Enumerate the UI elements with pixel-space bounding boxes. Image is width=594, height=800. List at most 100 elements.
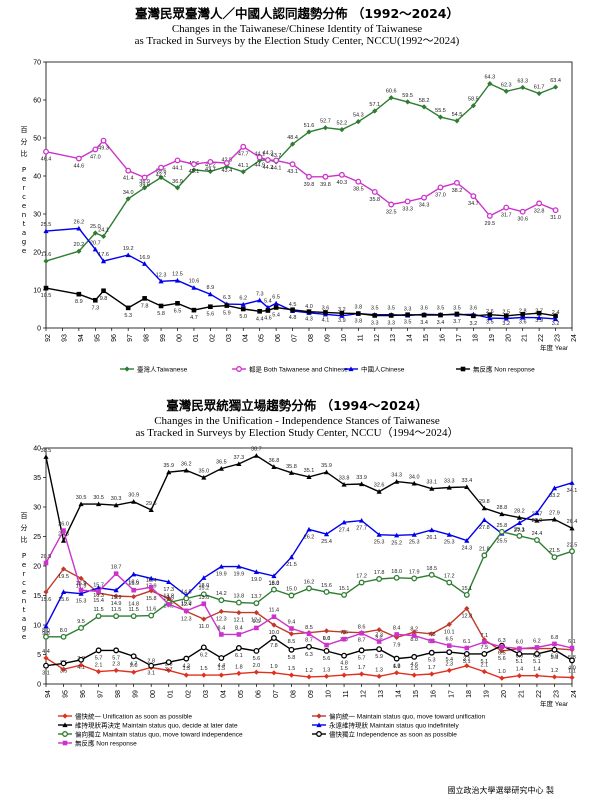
data-label: 36.5 xyxy=(216,460,227,466)
data-label: 6.3 xyxy=(305,652,313,658)
data-label: 8.4 xyxy=(235,625,243,631)
data-label: 64.3 xyxy=(484,75,495,81)
legend-label: 無反應 Non response xyxy=(473,365,535,374)
data-point xyxy=(236,610,242,616)
data-point xyxy=(166,579,172,585)
y-axis-label-en: g xyxy=(22,624,26,632)
data-label: 11.5 xyxy=(111,607,121,613)
data-point xyxy=(323,310,328,315)
y-axis-label-en: a xyxy=(22,229,26,237)
data-point xyxy=(393,574,400,581)
x-tick-label: 12 xyxy=(361,690,368,698)
data-point xyxy=(271,614,277,620)
data-label: 30.6 xyxy=(517,217,528,223)
data-label: 1.1 xyxy=(568,669,576,675)
data-point xyxy=(534,645,540,650)
x-tick-label: 98 xyxy=(115,690,122,698)
data-point xyxy=(113,587,119,593)
x-tick-label: 94 xyxy=(78,334,85,342)
data-point xyxy=(551,485,558,491)
y-axis-label-en: c xyxy=(22,579,26,587)
data-label: 27.7 xyxy=(356,526,367,532)
data-label: 34.0 xyxy=(123,190,134,196)
data-label: 1.2 xyxy=(551,668,559,674)
data-label: 52.7 xyxy=(320,119,331,125)
series-line xyxy=(45,482,573,627)
data-point xyxy=(240,143,247,150)
x-tick-label: 96 xyxy=(111,334,118,342)
data-label: 4.1 xyxy=(322,317,330,323)
data-label: 7.3 xyxy=(256,291,264,297)
data-point xyxy=(536,200,543,207)
data-label: 6.2 xyxy=(200,652,208,658)
data-label: 8.6 xyxy=(358,624,366,630)
data-label: 61.7 xyxy=(534,85,545,91)
data-label: 30.5 xyxy=(76,495,87,501)
data-label: 6.0 xyxy=(516,640,524,646)
data-point xyxy=(166,469,172,475)
data-point xyxy=(438,312,443,318)
data-point xyxy=(271,573,277,579)
data-label: 1.3 xyxy=(375,667,383,673)
data-point xyxy=(253,610,259,616)
data-point xyxy=(481,669,487,675)
legend-marker xyxy=(62,740,68,746)
x-tick-label: 10 xyxy=(326,690,333,698)
data-point xyxy=(534,510,540,515)
x-tick-label: 16 xyxy=(431,690,438,698)
data-point xyxy=(411,653,418,660)
data-label: 13.5 xyxy=(163,595,174,601)
data-label: 6.8 xyxy=(551,635,559,641)
data-point xyxy=(359,517,365,523)
data-point xyxy=(43,454,49,459)
data-point xyxy=(236,670,242,676)
data-label: 26.4 xyxy=(567,519,578,525)
data-label: 37.3 xyxy=(234,455,245,461)
x-tick-label: 02 xyxy=(209,334,216,342)
data-point xyxy=(218,672,224,678)
data-point xyxy=(183,595,190,602)
data-label: 29.5 xyxy=(484,221,495,227)
data-point xyxy=(551,554,558,561)
data-point xyxy=(516,520,522,526)
data-point xyxy=(76,291,82,297)
data-label: 25.3 xyxy=(409,540,420,546)
data-point xyxy=(218,608,224,615)
data-point xyxy=(236,461,242,467)
data-label: 4.7 xyxy=(190,315,198,321)
data-label: 33.8 xyxy=(339,476,350,482)
data-label: 19.9 xyxy=(234,572,245,578)
data-point xyxy=(75,155,82,162)
data-label: 3.9 xyxy=(535,318,543,324)
data-label: 36.8 xyxy=(269,458,280,464)
data-point xyxy=(569,480,575,485)
data-point xyxy=(78,587,84,593)
data-label: 41.1 xyxy=(238,163,249,169)
data-point xyxy=(96,501,102,507)
x-tick-label: 06 xyxy=(255,690,262,698)
data-label: 5.8 xyxy=(157,311,165,317)
data-point xyxy=(201,474,207,480)
data-label: 39.6 xyxy=(139,183,150,189)
data-point xyxy=(388,95,394,101)
data-point xyxy=(174,157,181,164)
data-label: 25.8 xyxy=(497,523,508,529)
data-label: 1.5 xyxy=(200,666,208,672)
data-label: 32.8 xyxy=(534,208,545,214)
data-label: 16.0 xyxy=(269,581,280,587)
data-label: 6.5 xyxy=(272,294,280,300)
x-tick-label: 19 xyxy=(489,334,496,342)
x-tick-label: 05 xyxy=(238,690,245,698)
data-label: 43.1 xyxy=(189,169,200,175)
data-label: 3.3 xyxy=(404,306,412,312)
data-point xyxy=(100,233,107,240)
data-label: 16.3 xyxy=(93,593,104,599)
x-tick-label: 17 xyxy=(448,690,455,698)
data-label: 12.3 xyxy=(216,616,227,622)
data-point xyxy=(516,515,522,520)
data-label: 3.6 xyxy=(519,319,527,325)
data-point xyxy=(306,474,312,479)
data-label: 2.5 xyxy=(502,310,510,316)
data-point xyxy=(148,662,155,669)
data-label: 17.9 xyxy=(409,569,420,575)
